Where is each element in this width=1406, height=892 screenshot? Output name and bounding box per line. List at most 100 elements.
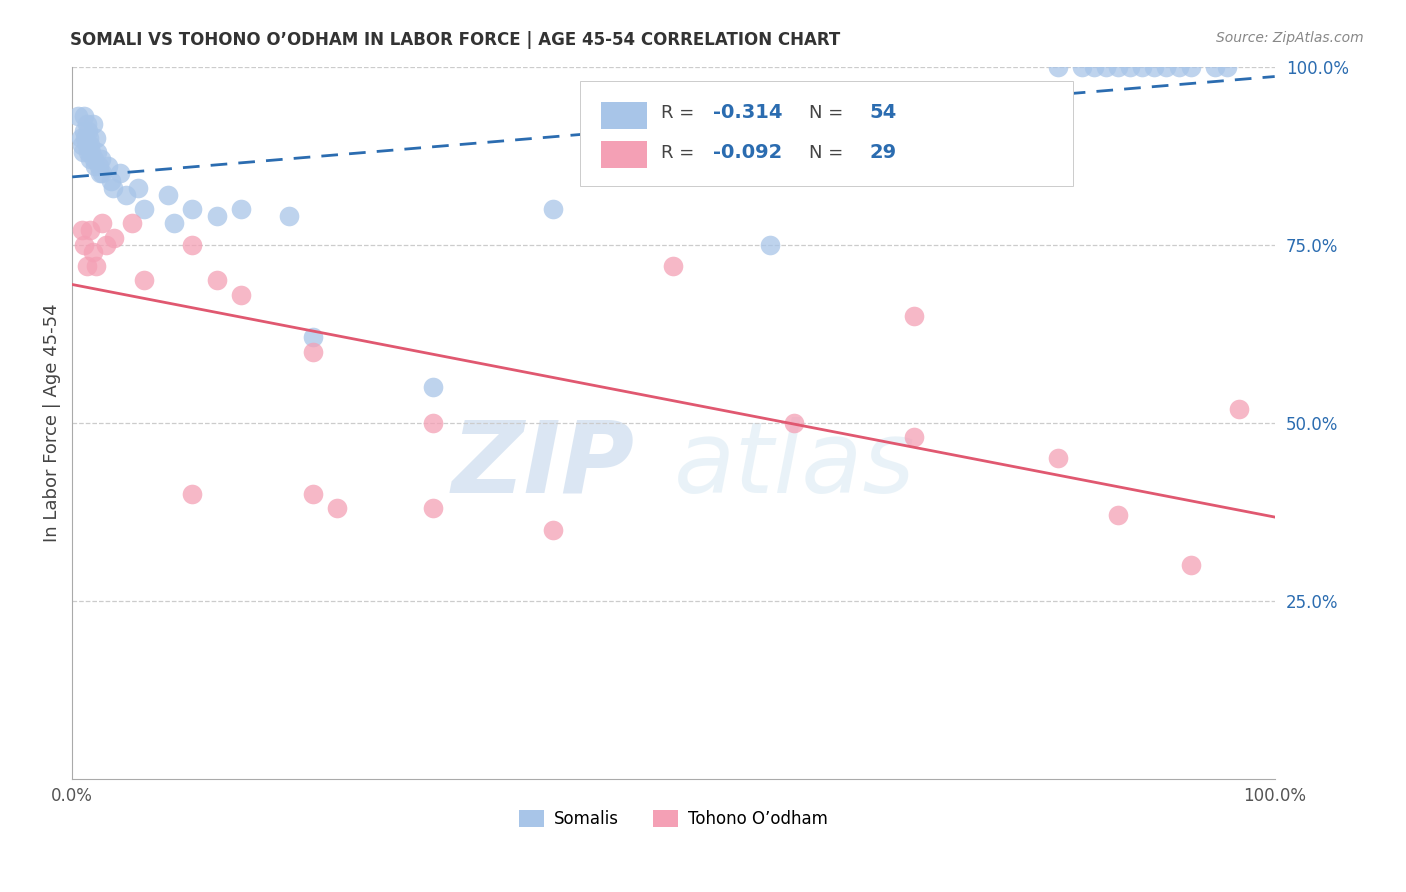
Point	[1143, 60, 1166, 74]
Point	[301, 330, 323, 344]
Point	[163, 216, 186, 230]
Point	[326, 501, 349, 516]
Point	[1107, 60, 1129, 74]
Text: atlas: atlas	[673, 417, 915, 514]
Text: Source: ZipAtlas.com: Source: ZipAtlas.com	[1216, 31, 1364, 45]
Text: 29: 29	[869, 144, 897, 162]
Text: N =: N =	[810, 103, 849, 122]
Point	[662, 259, 685, 273]
Point	[134, 202, 156, 216]
Point	[422, 416, 444, 430]
Point	[79, 223, 101, 237]
Point	[91, 216, 114, 230]
Point	[91, 166, 114, 180]
Point	[1180, 558, 1202, 573]
Point	[1047, 60, 1070, 74]
Point	[87, 159, 110, 173]
Point	[422, 501, 444, 516]
Point	[67, 110, 90, 124]
Point	[1156, 60, 1178, 74]
Point	[157, 187, 180, 202]
FancyBboxPatch shape	[579, 81, 1073, 186]
Point	[181, 202, 204, 216]
Point	[84, 159, 107, 173]
Point	[73, 124, 96, 138]
Point	[1107, 508, 1129, 523]
Point	[541, 202, 564, 216]
Point	[103, 230, 125, 244]
Point	[1132, 60, 1154, 74]
Point	[903, 309, 925, 323]
Point	[86, 145, 108, 159]
Point	[76, 124, 98, 138]
Point	[94, 237, 117, 252]
Text: -0.314: -0.314	[713, 103, 783, 122]
FancyBboxPatch shape	[602, 142, 647, 169]
Point	[301, 344, 323, 359]
Point	[1204, 60, 1226, 74]
Point	[70, 138, 93, 153]
Point	[76, 259, 98, 273]
Point	[73, 110, 96, 124]
Point	[79, 152, 101, 166]
Point	[1167, 60, 1189, 74]
Point	[80, 145, 103, 159]
Point	[181, 487, 204, 501]
Point	[1071, 60, 1094, 74]
Point	[77, 131, 100, 145]
Point	[76, 117, 98, 131]
Point	[115, 187, 138, 202]
Point	[1095, 60, 1118, 74]
Point	[76, 138, 98, 153]
Point	[73, 237, 96, 252]
Point	[758, 237, 780, 252]
Text: ZIP: ZIP	[451, 417, 636, 514]
Point	[100, 173, 122, 187]
Point	[127, 180, 149, 194]
Point	[181, 237, 204, 252]
Point	[783, 416, 806, 430]
Point	[301, 487, 323, 501]
Point	[72, 145, 94, 159]
Point	[277, 209, 299, 223]
Point	[541, 523, 564, 537]
Point	[1215, 60, 1237, 74]
Point	[76, 145, 98, 159]
Point	[110, 166, 132, 180]
Point	[422, 380, 444, 394]
Point	[1180, 60, 1202, 74]
Legend: Somalis, Tohono O’odham: Somalis, Tohono O’odham	[513, 803, 834, 835]
Text: R =: R =	[661, 144, 700, 161]
Point	[83, 152, 105, 166]
Point	[75, 131, 97, 145]
Point	[69, 131, 91, 145]
Text: R =: R =	[661, 103, 700, 122]
Text: 54: 54	[869, 103, 897, 122]
Text: -0.092: -0.092	[713, 144, 782, 162]
Point	[84, 131, 107, 145]
Point	[229, 202, 252, 216]
Point	[90, 152, 112, 166]
Point	[205, 273, 228, 287]
Y-axis label: In Labor Force | Age 45-54: In Labor Force | Age 45-54	[44, 303, 60, 542]
Point	[1047, 451, 1070, 466]
Text: SOMALI VS TOHONO O’ODHAM IN LABOR FORCE | AGE 45-54 CORRELATION CHART: SOMALI VS TOHONO O’ODHAM IN LABOR FORCE …	[70, 31, 841, 49]
Point	[84, 259, 107, 273]
Point	[82, 117, 104, 131]
Point	[1227, 401, 1250, 416]
Point	[101, 180, 124, 194]
Point	[79, 138, 101, 153]
Point	[205, 209, 228, 223]
Point	[82, 244, 104, 259]
Point	[121, 216, 143, 230]
FancyBboxPatch shape	[602, 102, 647, 128]
Point	[1119, 60, 1142, 74]
Point	[903, 430, 925, 444]
Point	[89, 166, 111, 180]
Point	[97, 159, 120, 173]
Text: N =: N =	[810, 144, 849, 161]
Point	[1083, 60, 1105, 74]
Point	[70, 223, 93, 237]
Point	[134, 273, 156, 287]
Point	[229, 287, 252, 301]
